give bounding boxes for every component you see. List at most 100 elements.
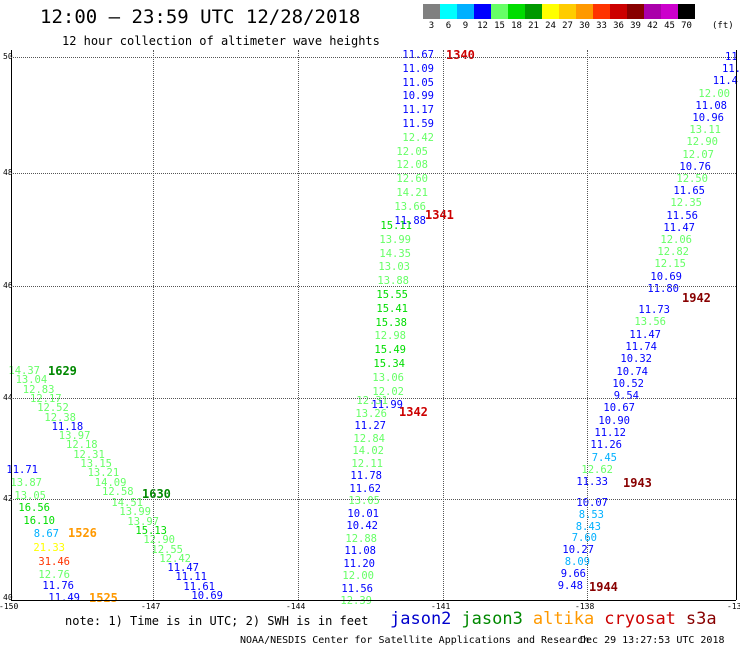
pass-time-label: 1943 bbox=[623, 476, 652, 490]
pass-time-label: 1944 bbox=[589, 580, 618, 594]
wave-height-value: 10.27 bbox=[562, 544, 594, 557]
wave-height-value: 15.38 bbox=[375, 316, 407, 329]
wave-height-value: 14.51 bbox=[111, 497, 143, 509]
wave-height-value: 14.35 bbox=[379, 247, 411, 260]
wave-height-value: 12.00 bbox=[698, 87, 730, 100]
latitude-label: 50 bbox=[3, 52, 13, 61]
wave-height-value: 12.07 bbox=[682, 148, 714, 161]
wave-height-value: 15.13 bbox=[135, 524, 167, 537]
wave-height-value: 12.58 bbox=[102, 485, 134, 498]
wave-height-value: 12.31 bbox=[356, 395, 388, 407]
wave-height-value: 12.82 bbox=[657, 246, 689, 259]
latitude-label: 48 bbox=[3, 168, 13, 177]
legend-swatch bbox=[423, 4, 440, 19]
wave-height-value: 12.52 bbox=[37, 402, 69, 415]
wave-height-value: 12.15 bbox=[654, 258, 686, 271]
longitude-gridline bbox=[587, 50, 588, 600]
page-subtitle: 12 hour collection of altimeter wave hei… bbox=[62, 34, 380, 48]
wave-height-value: 11.99 bbox=[371, 399, 403, 412]
wave-height-value: 10.32 bbox=[620, 353, 652, 366]
wave-height-value: 10.01 bbox=[347, 507, 379, 520]
wave-height-value: 11.65 bbox=[673, 185, 705, 198]
wave-height-value: 11.80 bbox=[647, 282, 679, 295]
wave-height-value: 12.50 bbox=[676, 173, 708, 185]
legend-label: 6 bbox=[445, 21, 452, 31]
wave-height-value: 8.67 bbox=[33, 528, 59, 540]
wave-height-value: 31.46 bbox=[38, 556, 70, 568]
footer-note: note: 1) Time is in UTC; 2) SWH is in fe… bbox=[65, 614, 369, 628]
latitude-gridline bbox=[11, 398, 736, 399]
legend-label: 12 bbox=[477, 21, 488, 31]
wave-height-value: 13.05 bbox=[14, 490, 46, 502]
legend-swatch bbox=[610, 4, 627, 19]
wave-height-value: 10.74 bbox=[616, 365, 648, 378]
legend-label: 30 bbox=[579, 21, 590, 31]
credit-line: NOAA/NESDIS Center for Satellite Applica… bbox=[240, 635, 590, 646]
wave-height-value: 12.60 bbox=[396, 173, 428, 186]
latitude-gridline bbox=[11, 57, 736, 58]
satellite-legend-jason2: jason2 bbox=[390, 609, 452, 629]
wave-height-value: 13.21 bbox=[87, 467, 120, 480]
wave-height-value: 13.97 bbox=[127, 515, 159, 528]
wave-height-value: 12.11 bbox=[351, 457, 383, 470]
legend-swatch bbox=[678, 4, 695, 19]
wave-height-value: 9.48 bbox=[557, 579, 583, 592]
wave-height-value: 14.21 bbox=[396, 187, 428, 199]
wave-height-value: 10.52 bbox=[612, 377, 644, 390]
wave-height-value: 8.43 bbox=[575, 520, 601, 533]
wave-height-value: 15.55 bbox=[376, 289, 408, 301]
wave-height-value: 11.71 bbox=[6, 464, 38, 476]
wave-height-value: 10.69 bbox=[650, 270, 682, 283]
wave-height-value: 14.02 bbox=[352, 445, 384, 457]
legend-label: 36 bbox=[613, 21, 624, 31]
legend-swatch bbox=[474, 4, 491, 19]
color-legend bbox=[423, 4, 695, 19]
wave-height-value: 12.42 bbox=[402, 131, 434, 144]
wave-height-value: 12.83 bbox=[22, 383, 55, 396]
map-frame-left bbox=[11, 50, 12, 600]
wave-height-value: 12.18 bbox=[66, 439, 98, 452]
wave-height-value: 11.49 bbox=[48, 592, 80, 604]
wave-height-value: 11.78 bbox=[350, 470, 382, 482]
color-legend-labels: 3 6 9 12 15 18 21 24 27 30 33 36 39 42 45 70 bbox=[423, 21, 695, 31]
wave-height-value: 10.69 bbox=[191, 590, 223, 602]
wave-height-value: 11.11 bbox=[175, 571, 207, 584]
wave-height-value: 11.26 bbox=[590, 439, 622, 452]
wave-height-value: 12.35 bbox=[670, 197, 702, 210]
latitude-gridline bbox=[11, 499, 736, 500]
legend-label: 24 bbox=[545, 21, 556, 31]
pass-time-label: 1942 bbox=[682, 291, 711, 305]
wave-height-value: 13.26 bbox=[355, 407, 387, 420]
wave-height-value: 7.60 bbox=[571, 532, 597, 545]
wave-height-value: 11.74 bbox=[625, 340, 657, 353]
wave-height-value: 9.54 bbox=[613, 390, 639, 403]
generation-timestamp: Dec 29 13:27:53 UTC 2018 bbox=[580, 635, 725, 646]
latitude-label: 46 bbox=[3, 281, 13, 290]
wave-height-value: 11.17 bbox=[402, 104, 434, 117]
longitude-label: -147 bbox=[141, 602, 161, 611]
wave-height-value: 11.47 bbox=[663, 221, 695, 234]
pass-time-label: 1629 bbox=[48, 364, 77, 378]
wave-height-value: 12.00 bbox=[342, 570, 374, 582]
wave-height-value: 10.67 bbox=[603, 402, 635, 415]
wave-height-value: 11.67 bbox=[402, 49, 434, 61]
wave-height-value: 12.84 bbox=[353, 432, 385, 445]
satellite-legend-altika: altika bbox=[532, 609, 595, 629]
legend-label: 9 bbox=[462, 21, 469, 31]
wave-height-value: 12.39 bbox=[340, 595, 372, 607]
wave-height-value: 11.73 bbox=[638, 304, 670, 316]
wave-height-value: 10.99 bbox=[402, 90, 434, 103]
wave-height-value: 11.09 bbox=[402, 62, 434, 75]
wave-height-value: 11.47 bbox=[167, 562, 199, 575]
wave-height-value: 15.49 bbox=[374, 344, 406, 357]
legend-label: 18 bbox=[511, 21, 522, 31]
wave-height-value: 13.88 bbox=[377, 275, 409, 288]
pass-time-label: 1630 bbox=[142, 487, 171, 501]
wave-height-value: 11.76 bbox=[42, 580, 74, 592]
longitude-label: -13 bbox=[727, 602, 740, 611]
wave-height-value: 11.05 bbox=[402, 76, 434, 89]
satellite-legend-jason3: jason3 bbox=[461, 609, 523, 629]
legend-swatch bbox=[576, 4, 593, 19]
wave-height-value: 12.38 bbox=[44, 411, 76, 424]
latitude-label: 40 bbox=[3, 593, 13, 602]
